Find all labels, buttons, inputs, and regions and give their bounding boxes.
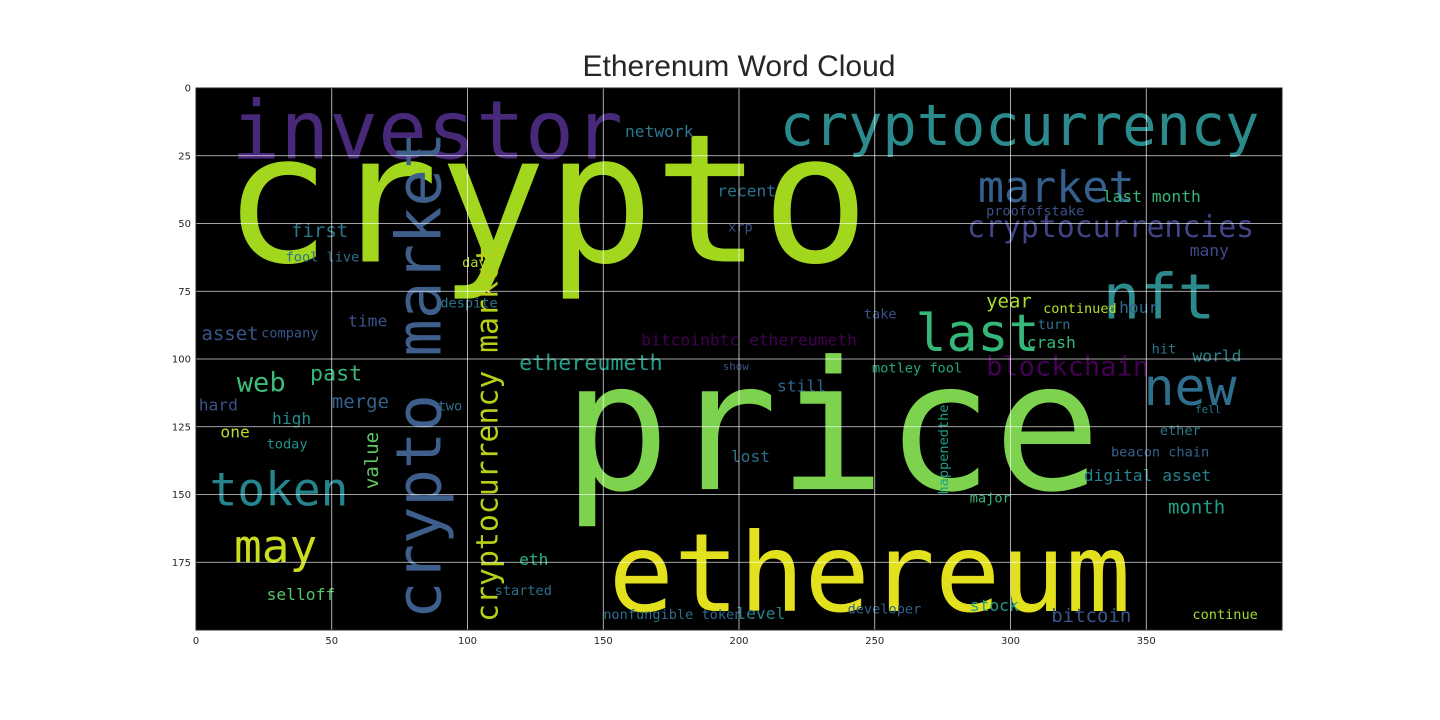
cloud-word: happenedthe <box>936 404 952 494</box>
cloud-word: blockchain <box>986 351 1149 382</box>
cloud-word: lost <box>731 447 770 466</box>
x-tick-label: 250 <box>865 636 884 647</box>
cloud-word: token <box>210 462 349 516</box>
cloud-word: cryptocurrency <box>780 93 1260 159</box>
cloud-word: month <box>1168 496 1225 518</box>
y-tick-label: 150 <box>172 490 191 501</box>
cloud-word: two <box>438 398 463 414</box>
cloud-word: cryptocurrencies <box>967 210 1254 245</box>
x-tick-label: 200 <box>729 636 748 647</box>
cloud-word: eth <box>519 550 548 569</box>
cloud-word: nft <box>1103 260 1216 333</box>
cloud-word: many <box>1190 241 1229 260</box>
cloud-word: high <box>272 409 311 428</box>
cloud-word: xrp <box>728 220 753 236</box>
cloud-word: stock <box>970 596 1019 615</box>
cloud-word: motley fool <box>872 361 962 377</box>
cloud-word: asset <box>201 323 258 345</box>
cloud-word: continue <box>1192 607 1257 623</box>
cloud-word: major <box>970 491 1011 507</box>
cloud-word: today <box>267 436 308 452</box>
cloud-word: recent <box>717 181 776 200</box>
cloud-word: network <box>625 122 694 141</box>
cloud-word: take <box>864 306 897 322</box>
y-tick-label: 100 <box>172 355 191 366</box>
cloud-word: cryptocurrency market <box>470 245 505 622</box>
cloud-word: day <box>462 255 487 271</box>
x-tick-label: 300 <box>1001 636 1020 647</box>
cloud-word: time <box>348 311 387 330</box>
cloud-word: bitcoin <box>1051 605 1131 627</box>
cloud-word: bitcoinbtc ethereumeth <box>641 330 857 349</box>
y-tick-label: 50 <box>178 219 191 230</box>
cloud-word: investor <box>231 84 623 178</box>
cloud-word: still <box>777 377 826 396</box>
cloud-word: ether <box>1160 423 1201 439</box>
y-tick-label: 125 <box>172 422 191 433</box>
cloud-word: digital asset <box>1084 466 1211 485</box>
y-tick-label: 0 <box>185 84 191 95</box>
cloud-word: crypto market <box>382 132 455 620</box>
cloud-word: new <box>1144 358 1237 418</box>
cloud-word: year <box>986 291 1032 313</box>
cloud-word: ethereum <box>609 510 1131 637</box>
cloud-word: turn <box>1038 317 1071 333</box>
cloud-word: selloff <box>267 585 336 604</box>
cloud-word: hour <box>1119 298 1158 317</box>
cloud-word: value <box>361 432 383 489</box>
cloud-word: market <box>978 163 1135 213</box>
cloud-word: show <box>723 360 750 373</box>
cloud-word: hard <box>199 395 238 414</box>
cloud-word: nonfungible token <box>603 607 742 623</box>
cloud-word: despite <box>440 296 497 312</box>
x-tick-label: 50 <box>325 636 338 647</box>
cloud-word: fell <box>1195 403 1221 416</box>
cloud-word: beacon chain <box>1111 445 1209 461</box>
cloud-word: started <box>495 583 552 599</box>
cloud-word: world <box>1192 347 1241 366</box>
cloud-word: merge <box>332 391 389 413</box>
chart-title: Etherenum Word Cloud <box>582 50 896 83</box>
cloud-word: hit <box>1152 342 1177 358</box>
x-tick-label: 0 <box>193 636 199 647</box>
cloud-word: web <box>237 368 286 399</box>
cloud-word: first <box>291 220 348 242</box>
y-tick-label: 25 <box>178 151 191 162</box>
cloud-word: crash <box>1027 333 1076 352</box>
x-tick-label: 100 <box>458 636 477 647</box>
cloud-word: company <box>261 325 318 341</box>
x-tick-label: 350 <box>1137 636 1156 647</box>
cloud-word: proofofstake <box>986 203 1084 219</box>
x-tick-label: 150 <box>594 636 613 647</box>
cloud-word: ethereumeth <box>519 351 663 376</box>
cloud-word: crypto <box>223 96 869 304</box>
cloud-word: continued <box>1043 301 1117 317</box>
cloud-word: last <box>915 304 1039 364</box>
cloud-word: may <box>234 519 317 573</box>
cloud-word: level <box>736 604 785 623</box>
cloud-word: one <box>220 423 249 442</box>
y-tick-label: 75 <box>178 287 191 298</box>
cloud-word: last month <box>1103 187 1201 206</box>
y-tick-label: 175 <box>172 558 191 569</box>
cloud-word: fool live <box>286 249 360 265</box>
cloud-word: developer <box>848 602 922 618</box>
cloud-word: past <box>310 362 362 387</box>
plot-frame <box>195 87 1283 631</box>
